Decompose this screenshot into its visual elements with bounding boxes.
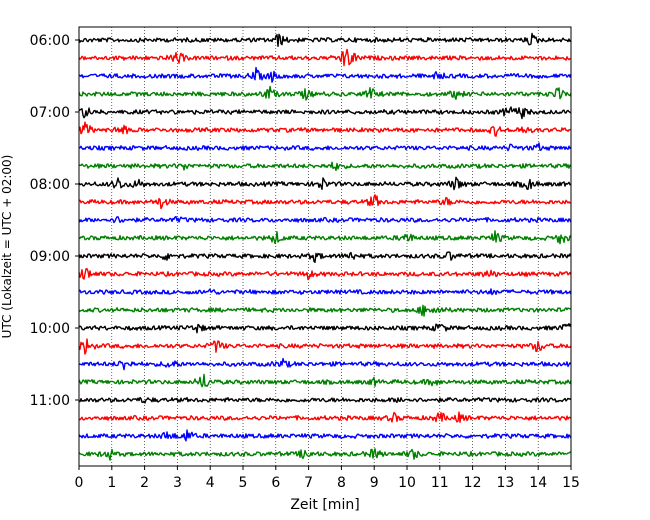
x-tick-label: 4	[206, 475, 215, 491]
trace-line	[78, 32, 572, 47]
trace-line	[78, 268, 572, 281]
trace-series	[78, 32, 572, 461]
x-tick-label: 0	[75, 475, 84, 491]
x-tick-label: 10	[398, 475, 416, 491]
trace-line	[78, 230, 572, 245]
trace-line	[78, 194, 572, 210]
y-tick-label: 06:00	[30, 33, 70, 49]
trace-line	[78, 304, 571, 317]
plot-frame	[78, 26, 572, 467]
gridlines	[111, 27, 539, 466]
x-tick-label: 8	[337, 475, 346, 491]
x-tick-label: 11	[431, 475, 449, 491]
trace-line	[78, 357, 572, 371]
y-tick-label: 10:00	[30, 321, 70, 337]
y-tick-label: 07:00	[30, 105, 70, 121]
trace-line	[78, 411, 572, 423]
trace-line	[78, 338, 572, 355]
x-tick-label: 5	[239, 475, 248, 491]
trace-line	[79, 142, 572, 152]
x-tick-label: 6	[271, 475, 280, 491]
trace-line	[78, 251, 572, 263]
trace-line	[78, 48, 571, 67]
trace-line	[78, 373, 572, 388]
x-tick-label: 15	[562, 475, 580, 491]
y-tick-label: 11:00	[30, 393, 70, 409]
x-axis-label: Zeit [min]	[290, 497, 359, 513]
trace-line	[78, 176, 572, 191]
x-axis-ticks: 0 1 2 3 4 5 6 7 8 9 10 11 12 13 14 15	[75, 466, 580, 491]
y-axis-ticks: 06:00 07:00 08:00 09:00 10:00 11:00	[30, 33, 79, 409]
trace-line	[78, 323, 572, 334]
trace-line	[78, 161, 572, 172]
y-tick-label: 08:00	[30, 177, 70, 193]
x-tick-label: 9	[370, 475, 379, 491]
x-tick-label: 2	[140, 475, 149, 491]
trace-line	[78, 215, 572, 224]
x-tick-label: 14	[529, 475, 547, 491]
trace-line	[78, 85, 572, 101]
trace-line	[78, 121, 572, 137]
trace-line	[78, 448, 572, 461]
trace-line	[78, 66, 572, 83]
y-axis-label: UTC (Lokalzeit = UTC + 02:00)	[0, 155, 14, 339]
x-tick-label: 13	[496, 475, 514, 491]
y-tick-label: 09:00	[30, 249, 70, 265]
x-tick-label: 12	[464, 475, 482, 491]
trace-line	[78, 106, 572, 120]
trace-line	[78, 429, 572, 442]
x-tick-label: 7	[304, 475, 313, 491]
x-tick-label: 1	[107, 475, 116, 491]
x-tick-label: 3	[173, 475, 182, 491]
trace-line	[78, 288, 572, 296]
trace-line	[78, 396, 572, 404]
